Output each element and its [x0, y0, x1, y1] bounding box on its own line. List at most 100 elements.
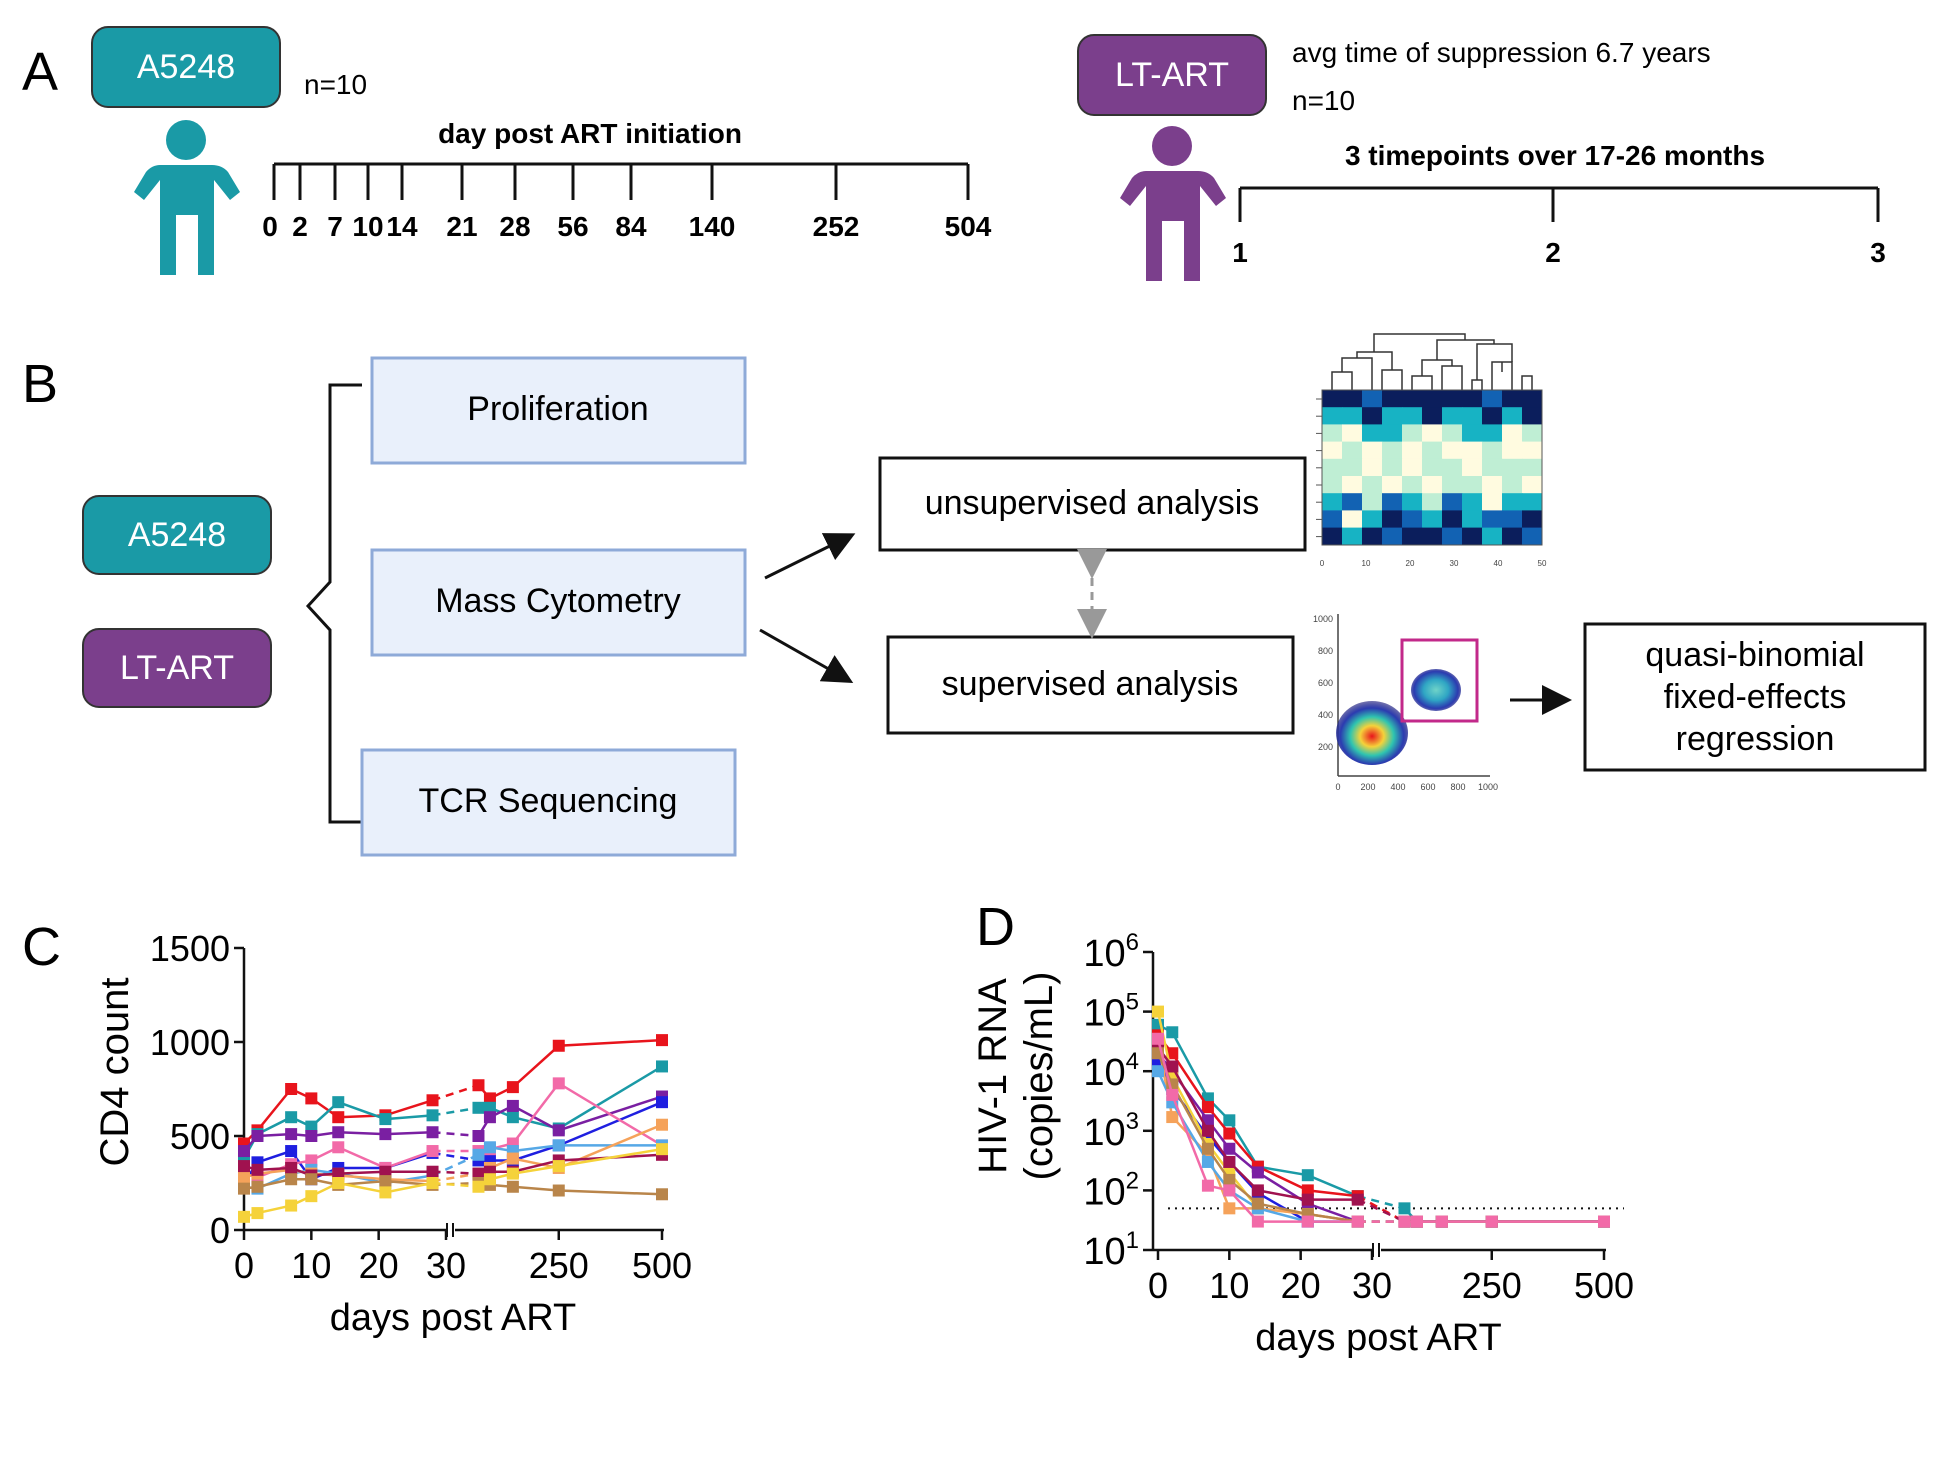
data-point — [1223, 1184, 1236, 1197]
x-tick-label: 0 — [234, 1245, 254, 1286]
x-axis-label: days post ART — [330, 1297, 576, 1339]
data-point — [285, 1173, 298, 1186]
timeline-tick-label: 0 — [262, 211, 278, 242]
svg-text:800: 800 — [1318, 646, 1333, 656]
data-point — [238, 1145, 250, 1158]
data-point — [305, 1120, 318, 1133]
data-point — [1398, 1202, 1411, 1215]
data-point — [1223, 1202, 1236, 1215]
svg-text:0: 0 — [1320, 559, 1325, 568]
data-point — [1223, 1155, 1236, 1168]
series-line — [478, 1181, 663, 1196]
data-point — [506, 1180, 519, 1193]
data-point — [656, 1096, 668, 1109]
data-point — [656, 1118, 668, 1131]
data-point — [305, 1154, 318, 1167]
regression-label-line-2: fixed-effects — [1664, 678, 1847, 716]
data-point — [426, 1109, 439, 1122]
x-tick-label: 20 — [359, 1245, 399, 1286]
panel-label-d: D — [976, 897, 1015, 957]
series-line — [478, 1065, 663, 1130]
data-point — [379, 1175, 392, 1188]
panel-label-c: C — [22, 917, 61, 977]
chart-hiv-rna: 101 102 103 104 105 106 0 10 20 30 250 500 days post… — [971, 929, 1634, 1359]
data-point — [285, 1145, 298, 1158]
data-point — [656, 1034, 668, 1047]
n-label-left: n=10 — [304, 69, 367, 100]
data-point — [379, 1186, 392, 1199]
cohort-badge-a5248 — [82, 495, 272, 575]
data-point — [426, 1177, 439, 1189]
data-point — [238, 1182, 250, 1195]
x-tick-label: 10 — [291, 1245, 331, 1286]
x-axis-label: days post ART — [1255, 1317, 1501, 1359]
person-icon — [134, 120, 240, 275]
data-point — [285, 1161, 298, 1174]
person-icon — [1120, 126, 1226, 281]
timeline-tick-label: 21 — [446, 211, 477, 242]
data-point — [332, 1141, 345, 1154]
data-point — [1351, 1193, 1364, 1206]
svg-text:400: 400 — [1390, 782, 1405, 792]
data-point — [285, 1111, 298, 1124]
data-point — [656, 1188, 668, 1201]
panel-label-a: A — [22, 42, 58, 102]
data-point — [483, 1092, 496, 1105]
data-point — [251, 1130, 264, 1142]
data-point — [1166, 1111, 1179, 1124]
series-gap-line — [432, 1181, 479, 1189]
series-line — [478, 1101, 663, 1162]
y-tick-label: 500 — [170, 1116, 230, 1157]
data-point — [251, 1163, 264, 1176]
timeline-tick-label: 28 — [499, 211, 530, 242]
assay-label-mass-cytometry: Mass Cytometry — [435, 582, 681, 620]
svg-text:200: 200 — [1318, 742, 1333, 752]
svg-text:1000: 1000 — [1313, 614, 1333, 624]
data-point — [506, 1137, 519, 1150]
data-point — [285, 1128, 298, 1141]
data-point — [1166, 1047, 1179, 1060]
timeline-tick-label: 252 — [813, 211, 860, 242]
data-point — [472, 1101, 485, 1114]
data-point — [238, 1210, 250, 1223]
series-gap-line — [432, 1106, 479, 1117]
data-point — [1251, 1166, 1264, 1179]
data-point — [1351, 1215, 1364, 1228]
data-point — [1201, 1179, 1214, 1192]
data-point — [472, 1130, 485, 1142]
svg-text:400: 400 — [1318, 710, 1333, 720]
data-point — [285, 1083, 298, 1095]
data-point — [552, 1139, 565, 1152]
y-tick-label: 106 — [1083, 929, 1139, 975]
data-point — [332, 1167, 345, 1180]
data-point — [656, 1143, 668, 1156]
assay-box-tcr-sequencing — [360, 748, 737, 857]
cohort-badge-ltart — [82, 628, 272, 708]
cohort-badge-a5248-label: A5248 — [137, 48, 235, 86]
data-point — [472, 1079, 485, 1092]
data-point — [552, 1184, 565, 1197]
data-point — [1152, 1005, 1164, 1018]
panel-label-b: B — [22, 354, 58, 414]
regression-label-line-1: quasi-binomial — [1645, 636, 1864, 674]
timeline-title-right: 3 timepoints over 17-26 months — [1345, 140, 1765, 171]
timeline-tick-label: 3 — [1870, 237, 1886, 268]
data-point — [332, 1126, 345, 1139]
data-point — [379, 1165, 392, 1178]
n-label-right: n=10 — [1292, 85, 1355, 116]
y-tick-label: 103 — [1083, 1108, 1139, 1154]
svg-text:0: 0 — [1335, 782, 1340, 792]
x-tick-label: 250 — [529, 1245, 589, 1286]
unsupervised-analysis-label: unsupervised analysis — [925, 484, 1260, 522]
data-point — [426, 1126, 439, 1139]
arrow-icon — [764, 533, 856, 580]
data-point — [251, 1180, 264, 1193]
data-point — [656, 1060, 668, 1073]
series-gap-line — [432, 1172, 479, 1183]
assay-label-tcr-sequencing: TCR Sequencing — [419, 782, 678, 820]
data-point — [238, 1160, 250, 1173]
data-point — [552, 1124, 565, 1137]
data-point — [552, 1077, 565, 1090]
cohort-badge-ltart — [1077, 34, 1267, 116]
